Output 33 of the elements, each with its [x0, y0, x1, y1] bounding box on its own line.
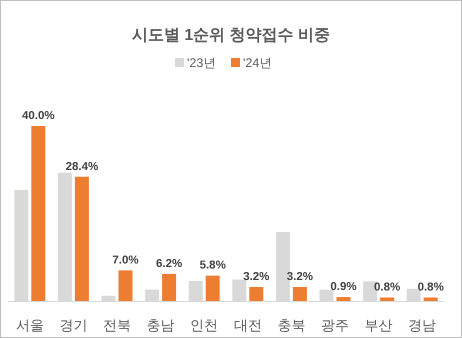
bar: [424, 298, 438, 301]
x-tick-label: 경기: [59, 317, 88, 333]
bar: [249, 287, 264, 301]
bar: [206, 276, 220, 301]
x-tick-label: 서울: [16, 317, 44, 333]
data-label: 3.2%: [286, 271, 314, 283]
x-tick-label: 충남: [146, 317, 175, 333]
data-label: 0.9%: [330, 281, 357, 294]
x-tick-label: 부산: [364, 317, 393, 333]
x-tick-label: 대전: [234, 317, 262, 333]
data-label: 6.2%: [156, 258, 182, 270]
legend-label: '23년: [187, 56, 216, 70]
bar: [118, 270, 132, 301]
x-tick-label: 전북: [103, 317, 131, 333]
legend-label: '24년: [243, 56, 272, 70]
data-label: 5.8%: [200, 260, 226, 272]
bar: [380, 298, 394, 301]
data-label: 0.8%: [418, 282, 444, 294]
bar: [336, 297, 350, 301]
x-tick-label: 인천: [190, 317, 218, 333]
data-label: 40.0%: [22, 110, 55, 122]
bar: [162, 274, 176, 301]
x-tick-label: 경남: [408, 317, 436, 333]
data-label: 7.0%: [112, 254, 139, 266]
title: 시도별 1순위 청약접수 비중: [132, 27, 330, 44]
bar: [74, 176, 89, 301]
bar: [31, 126, 46, 301]
data-label: 0.8%: [374, 282, 400, 294]
x-tick-label: 광주: [321, 317, 349, 333]
data-label: 3.2%: [243, 271, 270, 283]
x-tick-label: 충북: [277, 317, 306, 333]
data-label: 28.4%: [66, 160, 98, 173]
bar: [292, 287, 307, 301]
